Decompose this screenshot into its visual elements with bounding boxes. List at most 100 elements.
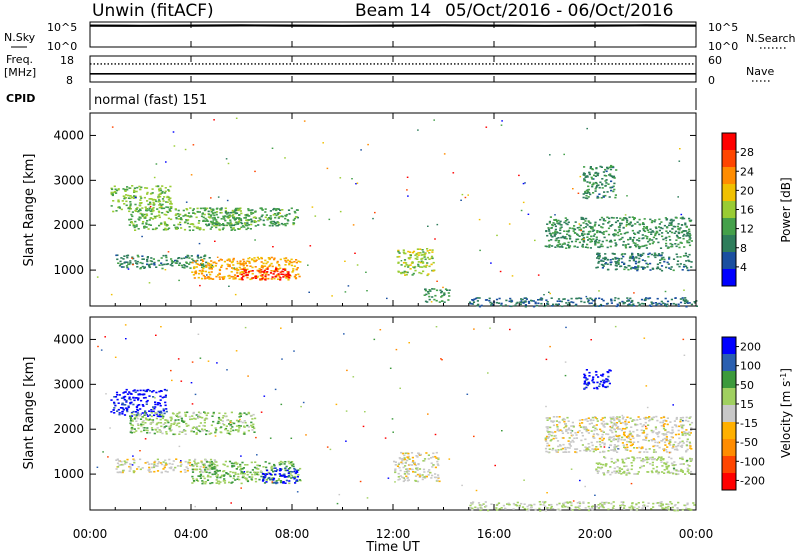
data-cell: [672, 431, 675, 434]
data-cell: [665, 245, 668, 247]
data-cell: [643, 504, 646, 507]
data-cell: [201, 429, 204, 432]
data-cell: [627, 299, 630, 301]
data-cell: [689, 460, 692, 462]
data-cell: [196, 226, 199, 228]
data-cell: [193, 460, 196, 462]
data-cell: [550, 227, 553, 229]
data-cell: [629, 257, 632, 259]
data-cell: [559, 246, 562, 248]
data-cell: [614, 229, 617, 232]
data-cell: [630, 426, 633, 428]
data-cell: [195, 262, 198, 265]
data-cell: [401, 452, 405, 455]
data-cell: [160, 262, 163, 264]
data-cell: [167, 189, 170, 191]
data-cell: [427, 225, 429, 227]
data-cell: [622, 471, 625, 474]
data-cell: [251, 473, 254, 476]
data-cell: [520, 209, 523, 212]
data-cell: [511, 275, 514, 277]
data-cell: [199, 207, 202, 210]
data-cell: [591, 416, 594, 419]
data-cell: [401, 462, 404, 465]
data-cell: [582, 238, 585, 240]
data-cell: [122, 408, 125, 411]
data-cell: [159, 192, 162, 195]
data-cell: [203, 411, 206, 413]
data-cell: [572, 188, 574, 190]
data-cell: [211, 264, 214, 267]
data-cell: [218, 259, 221, 262]
data-cell: [183, 429, 186, 431]
data-cell: [133, 195, 136, 197]
data-cell: [649, 218, 652, 221]
data-cell: [612, 424, 615, 426]
data-cell: [686, 464, 690, 466]
y-tick-label: 1000: [53, 467, 84, 481]
data-cell: [272, 470, 275, 473]
data-cell: [631, 229, 634, 232]
colorbar-segment: [722, 388, 736, 406]
data-cell: [276, 208, 279, 210]
data-cell: [420, 272, 423, 275]
data-cell: [657, 267, 660, 270]
data-cell: [599, 165, 602, 168]
data-cell: [239, 418, 241, 421]
data-cell: [204, 207, 207, 209]
nsearch-label: N.Search: [746, 32, 796, 45]
data-cell: [612, 505, 615, 507]
data-cell: [392, 431, 394, 433]
data-cell: [217, 274, 220, 276]
data-cell: [146, 200, 149, 202]
data-cell: [609, 444, 612, 446]
data-cell: [610, 449, 613, 451]
data-cell: [172, 460, 175, 462]
data-cell: [394, 471, 397, 474]
data-cell: [269, 473, 272, 476]
data-cell: [135, 225, 138, 228]
data-cell: [249, 415, 253, 417]
data-cell: [243, 426, 246, 428]
data-cell: [582, 173, 585, 176]
data-cell: [610, 298, 613, 301]
data-cell: [646, 263, 649, 266]
data-cell: [562, 443, 565, 446]
data-cell: [208, 267, 212, 269]
data-cell: [364, 411, 366, 413]
data-cell: [426, 301, 429, 303]
data-cell: [299, 261, 302, 263]
power-colorbar-label: Power [dB]: [779, 177, 793, 242]
data-cell: [273, 467, 276, 469]
data-cell: [247, 227, 250, 229]
data-cell: [563, 230, 566, 232]
data-cell: [638, 446, 641, 449]
data-cell: [663, 469, 666, 471]
data-cell: [160, 412, 163, 414]
data-cell: [140, 430, 143, 433]
data-cell: [641, 458, 645, 460]
data-cell: [215, 262, 218, 265]
data-cell: [129, 398, 132, 401]
data-cell: [537, 299, 540, 301]
data-cell: [635, 245, 638, 248]
data-cell: [524, 304, 527, 306]
data-cell: [436, 479, 439, 482]
data-cell: [397, 476, 400, 478]
data-cell: [404, 452, 407, 455]
data-cell: [674, 303, 678, 306]
data-cell: [138, 404, 141, 406]
data-cell: [554, 230, 557, 233]
data-cell: [615, 424, 618, 427]
data-cell: [589, 247, 592, 249]
data-cell: [219, 258, 222, 261]
data-cell: [155, 412, 158, 414]
data-cell: [220, 259, 223, 261]
data-cell: [190, 255, 193, 257]
data-cell: [141, 393, 144, 396]
data-cell: [204, 482, 207, 485]
data-cell: [297, 260, 300, 263]
data-cell: [594, 240, 597, 243]
data-cell: [221, 276, 224, 279]
